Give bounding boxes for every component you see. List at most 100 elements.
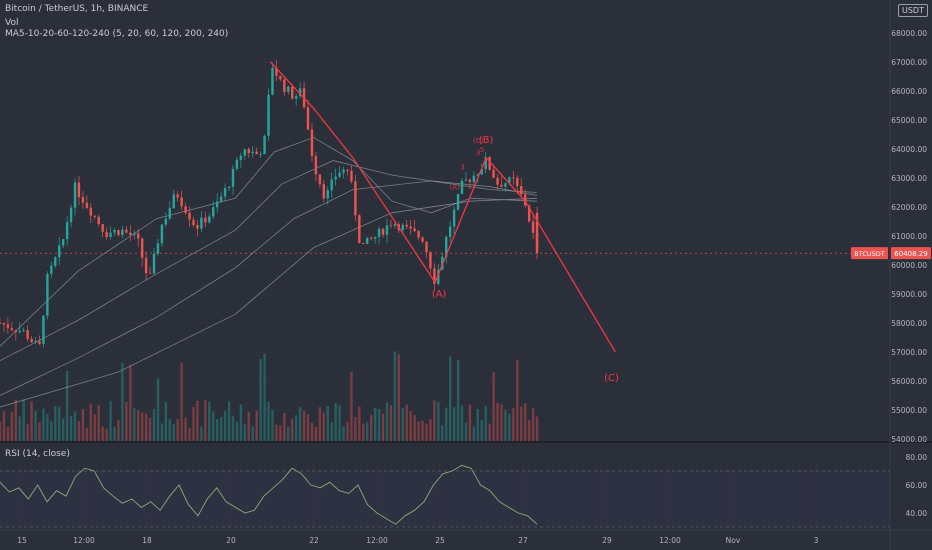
candle-body — [468, 179, 472, 183]
time-tick-label: 12:00 — [659, 536, 681, 545]
volume-bar — [452, 407, 456, 441]
symbol-badge-bg — [851, 247, 888, 260]
candle-body — [437, 269, 440, 284]
volume-bar — [58, 406, 61, 441]
candle-body — [255, 151, 258, 155]
volume-bar — [508, 413, 511, 441]
volume-bar — [476, 408, 480, 441]
volume-bar — [306, 414, 310, 441]
candle-body — [488, 156, 491, 170]
rsi-axis[interactable]: 40.00 60.00 80.00 — [906, 453, 928, 518]
candle-body — [18, 330, 21, 333]
candle-body — [196, 225, 199, 229]
wave-label: (B) — [479, 135, 494, 146]
volume-bar — [97, 405, 100, 441]
volume-bar — [81, 409, 85, 441]
currency-badge[interactable]: USDT — [898, 4, 928, 17]
candle-body — [291, 86, 294, 99]
candle-body — [409, 226, 412, 229]
price-tick-label: 63000.00 — [891, 174, 927, 183]
volume-bar — [369, 414, 373, 441]
volume-bar — [429, 419, 432, 441]
volume-bar — [389, 405, 393, 441]
volume-bar — [302, 410, 306, 441]
volume-bar — [279, 425, 282, 441]
volume-bar — [433, 400, 436, 441]
candle-body — [460, 180, 464, 194]
rsi-tick-label: 60.00 — [906, 481, 928, 490]
volume-bar — [527, 420, 531, 441]
candle-body — [342, 169, 345, 173]
moving-average-line — [0, 160, 538, 362]
candle-body — [334, 176, 337, 180]
moving-average-line — [0, 197, 538, 408]
candle-body — [204, 217, 207, 223]
volume-bar — [354, 417, 357, 441]
wave-path — [270, 61, 616, 353]
volume-bars — [0, 351, 539, 441]
volume-bar — [512, 408, 515, 441]
time-tick-label: 25 — [435, 536, 445, 545]
candle-body — [358, 215, 361, 244]
price-tick-label: 67000.00 — [891, 58, 927, 67]
candle-body — [164, 218, 168, 225]
volume-bar — [6, 426, 10, 441]
candle-body — [314, 156, 318, 175]
volume-bar — [259, 358, 262, 441]
volume-bar — [247, 411, 250, 441]
volume-bar — [113, 426, 116, 441]
volume-bar — [523, 403, 527, 441]
candle-body — [160, 224, 164, 244]
volume-bar — [54, 406, 57, 441]
candle-body — [472, 175, 476, 183]
volume-bar — [255, 410, 258, 441]
volume-bar — [397, 354, 401, 441]
moving-average-legend[interactable]: MA5-10-20-60-120-240 (5, 20, 60, 120, 20… — [5, 29, 229, 39]
volume-bar — [381, 413, 385, 441]
moving-average-line — [0, 136, 538, 347]
volume-bar — [275, 424, 278, 441]
candle-body — [109, 232, 112, 237]
candle-body — [77, 182, 81, 198]
price-axis[interactable]: 54000.00 55000.00 56000.00 57000.00 58000.00… — [851, 29, 931, 444]
candle-body — [527, 205, 531, 222]
volume-bar — [330, 422, 333, 441]
volume-bar — [77, 421, 81, 441]
price-tick-label: 60000.00 — [891, 261, 927, 270]
volume-bar — [231, 415, 235, 441]
volume-legend[interactable]: Vol — [5, 18, 19, 28]
time-tick-label: 3 — [814, 536, 819, 545]
candle-body — [377, 228, 381, 237]
volume-bar — [239, 404, 243, 441]
candle-body — [283, 79, 286, 92]
candle-body — [247, 149, 250, 154]
candle-body — [93, 215, 96, 217]
volume-bar — [156, 378, 160, 441]
volume-bar — [460, 405, 464, 441]
candle-body — [22, 330, 25, 331]
candle-body — [0, 323, 2, 324]
volume-bar — [334, 402, 337, 441]
candle-body — [464, 179, 468, 181]
volume-bar — [531, 408, 535, 441]
time-tick-label: 12:00 — [366, 536, 388, 545]
time-tick-label: 18 — [142, 536, 152, 545]
time-axis[interactable]: 15 12:00 18 20 22 12:00 25 27 29 12:00 Nov 3 — [17, 536, 818, 545]
volume-bar — [318, 407, 322, 441]
volume-bar — [468, 404, 472, 441]
candle-body — [121, 229, 124, 235]
volume-bar — [200, 426, 203, 441]
symbol-title[interactable]: Bitcoin / TetherUS, 1h, BINANCE — [5, 4, 149, 14]
volume-bar — [350, 371, 353, 441]
volume-bar — [89, 403, 93, 441]
candle-body — [2, 323, 6, 325]
candle-body — [26, 330, 29, 339]
rsi-legend[interactable]: RSI (14, close) — [5, 449, 70, 459]
candle-body — [523, 194, 527, 206]
candle-body — [310, 129, 314, 157]
rsi-tick-label: 80.00 — [906, 453, 928, 462]
candle-body — [89, 207, 93, 216]
candle-body — [350, 170, 353, 182]
candle-body — [184, 206, 187, 213]
